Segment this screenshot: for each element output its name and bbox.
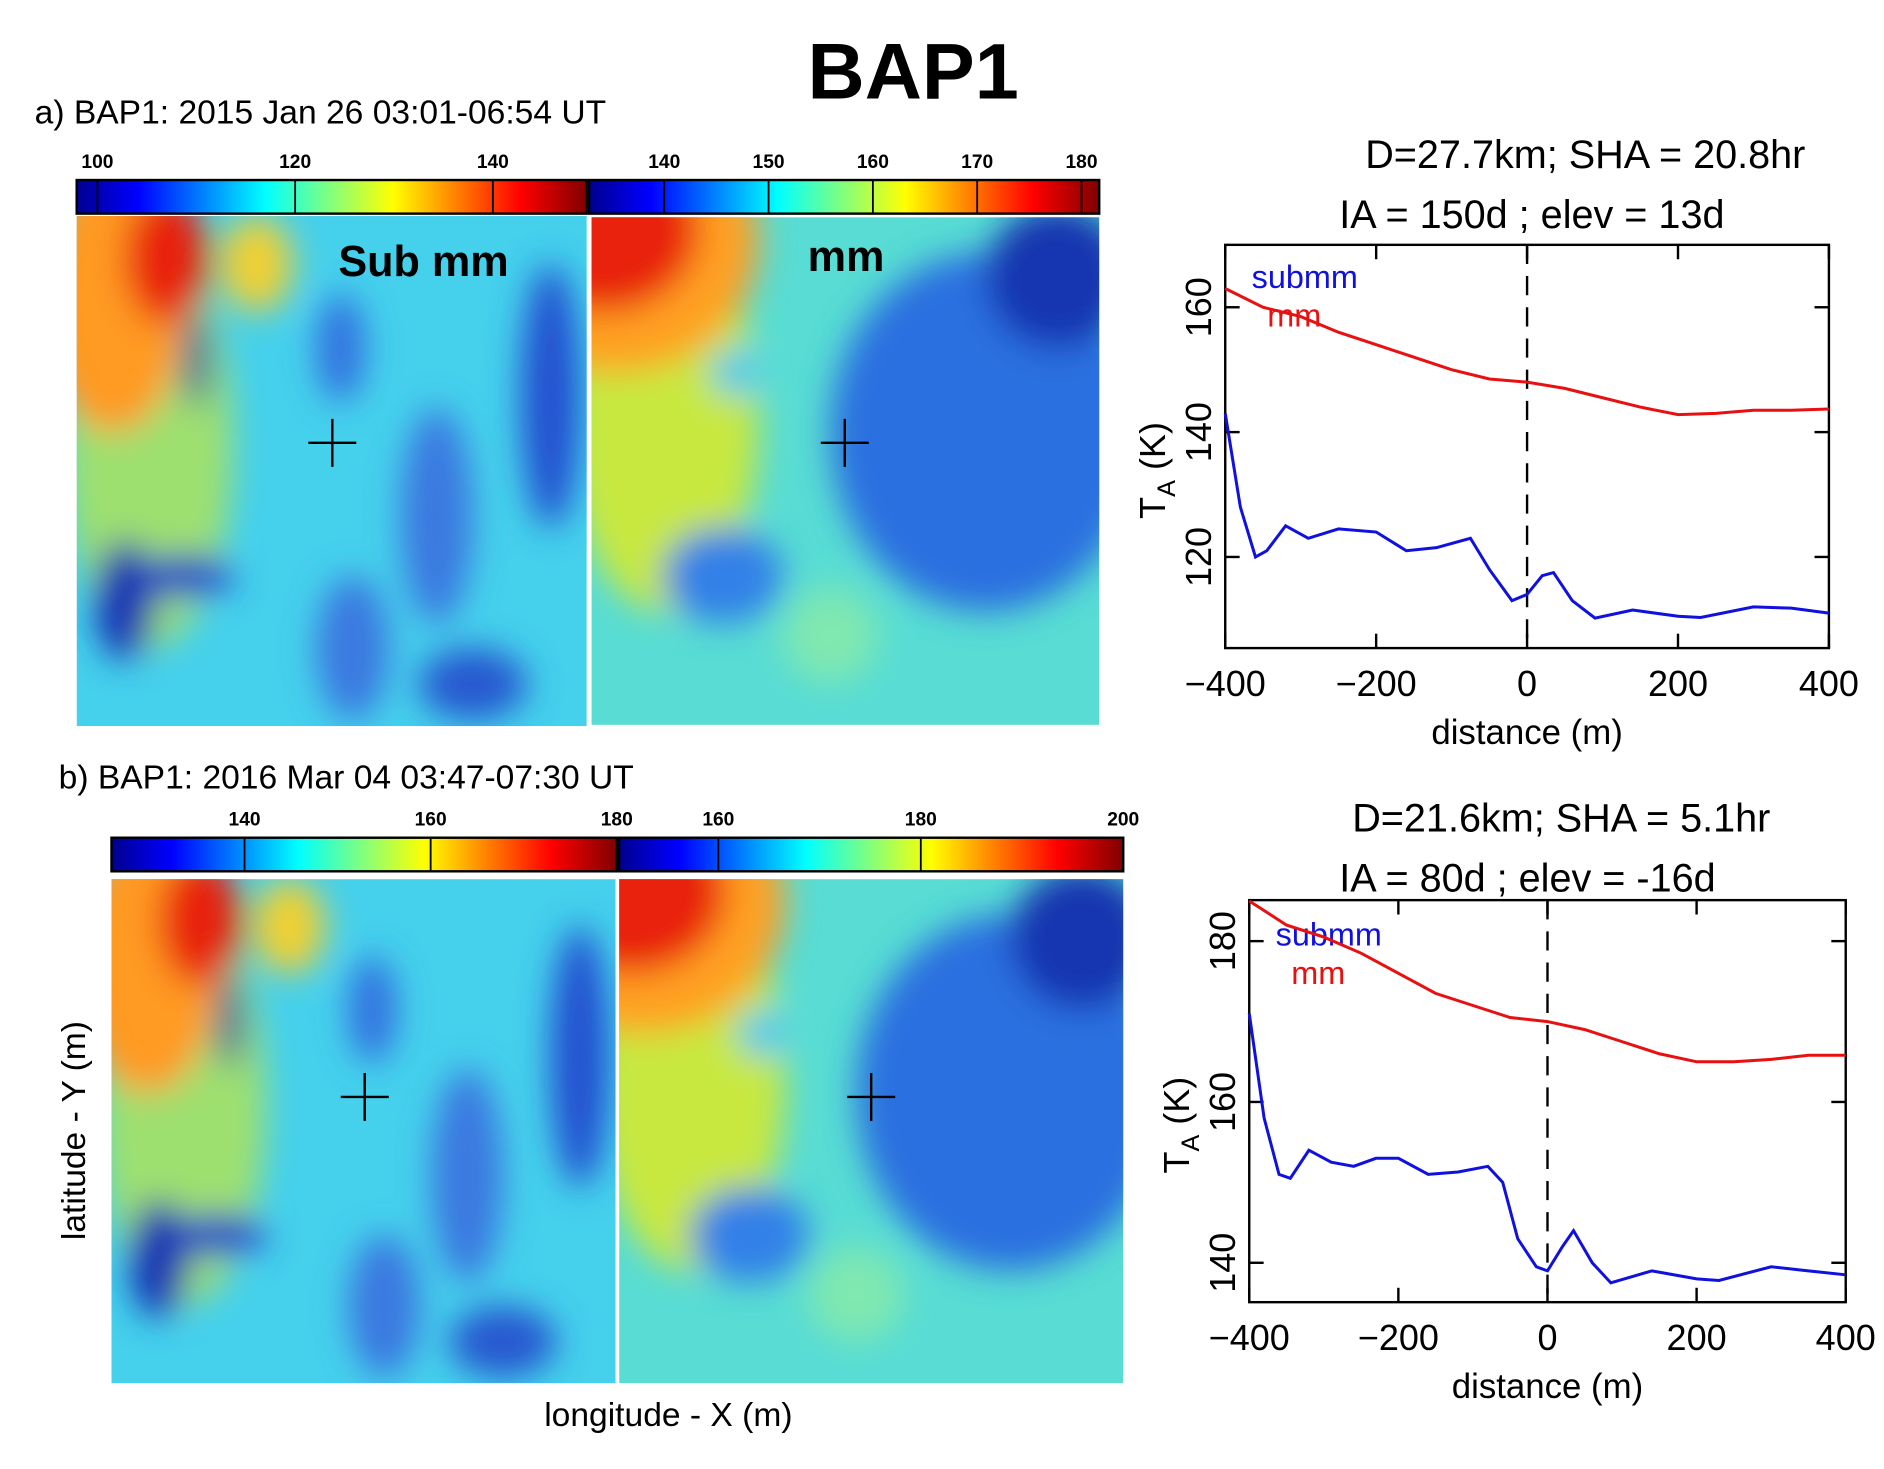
crosshairs	[308, 418, 896, 1121]
colorbar	[617, 836, 1125, 873]
y-tick-label: 160	[1202, 1072, 1243, 1132]
colorbar-tick-label: 150	[753, 152, 785, 173]
y-axis-title-part: T	[1132, 497, 1173, 519]
colorbar-tick-label: 180	[601, 810, 633, 831]
colorbar	[75, 178, 588, 215]
legend-label: submm	[1252, 259, 1358, 295]
x-tick-label: 400	[1799, 663, 1859, 704]
x-tick-label: −200	[1336, 663, 1417, 704]
legend-label: mm	[1291, 955, 1345, 991]
colorbar-tick-label: 140	[648, 152, 680, 173]
legend-label: submm	[1276, 917, 1382, 953]
y-tick-label: 140	[1202, 1233, 1243, 1293]
colorbar-tick-label: 160	[415, 810, 447, 831]
info-text: IA = 150d ; elev = 13d	[1339, 193, 1724, 237]
y-tick-label: 120	[1178, 527, 1219, 587]
y-axis-title-sub: A	[1153, 480, 1181, 497]
panel-label: b) BAP1: 2016 Mar 04 03:47-07:30 UT	[59, 760, 634, 797]
colorbar	[110, 836, 618, 873]
y-tick-label: 140	[1178, 402, 1219, 462]
x-axis-title: distance (m)	[1452, 1367, 1643, 1406]
info-text: D=21.6km; SHA = 5.1hr	[1352, 797, 1770, 841]
data-line	[1247, 1013, 1846, 1285]
x-axis-title: distance (m)	[1431, 713, 1622, 752]
heatmap	[76, 832, 616, 1384]
colorbar	[587, 178, 1101, 215]
map-title: mm	[808, 233, 885, 281]
x-tick-label: 200	[1648, 663, 1708, 704]
y-tick-label: 160	[1178, 277, 1219, 337]
y-axis-title-part: (K)	[1132, 422, 1173, 480]
info-text: D=27.7km; SHA = 20.8hr	[1365, 133, 1805, 177]
y-axis-title: TA (K)	[1132, 422, 1181, 519]
x-tick-label: 0	[1537, 1317, 1557, 1358]
panel-label: a) BAP1: 2015 Jan 26 03:01-06:54 UT	[35, 95, 606, 132]
colorbar-tick-label: 160	[857, 152, 889, 173]
info-text: IA = 80d ; elev = -16d	[1339, 857, 1715, 901]
colorbar-tick-label: 170	[961, 152, 993, 173]
colorbar-tick-label: 140	[477, 152, 509, 173]
colorbar-tick-label: 200	[1107, 810, 1139, 831]
colorbar-tick-label: 120	[279, 152, 311, 173]
figure-title: BAP1	[808, 26, 1019, 115]
y-axis-title-sub: A	[1177, 1135, 1205, 1152]
data-line	[1248, 899, 1846, 1064]
x-tick-label: −200	[1358, 1317, 1439, 1358]
y-axis-title-part: (K)	[1156, 1077, 1197, 1135]
y-tick-label: 180	[1202, 911, 1243, 971]
x-tick-label: 400	[1816, 1317, 1876, 1358]
colorbar-tick-label: 180	[1065, 152, 1097, 173]
x-tick-label: −400	[1209, 1317, 1290, 1358]
data-line	[1223, 413, 1830, 620]
x-tick-label: −400	[1185, 663, 1266, 704]
y-axis-title: TA (K)	[1156, 1077, 1205, 1174]
colorbar-tick-label: 140	[229, 810, 261, 831]
x-tick-label: 0	[1517, 663, 1537, 704]
colorbar-tick-label: 160	[702, 810, 734, 831]
colorbar-tick-label: 180	[905, 810, 937, 831]
y-axis-title: latitude - Y (m)	[56, 1021, 93, 1240]
legend-label: mm	[1267, 297, 1321, 333]
colorbar-tick-label: 100	[81, 152, 113, 173]
x-tick-label: 200	[1667, 1317, 1727, 1358]
data-line	[1224, 287, 1829, 417]
x-axis-title: longitude - X (m)	[544, 1397, 792, 1434]
map-title: Sub mm	[338, 238, 508, 286]
y-axis-title-part: T	[1156, 1152, 1197, 1174]
